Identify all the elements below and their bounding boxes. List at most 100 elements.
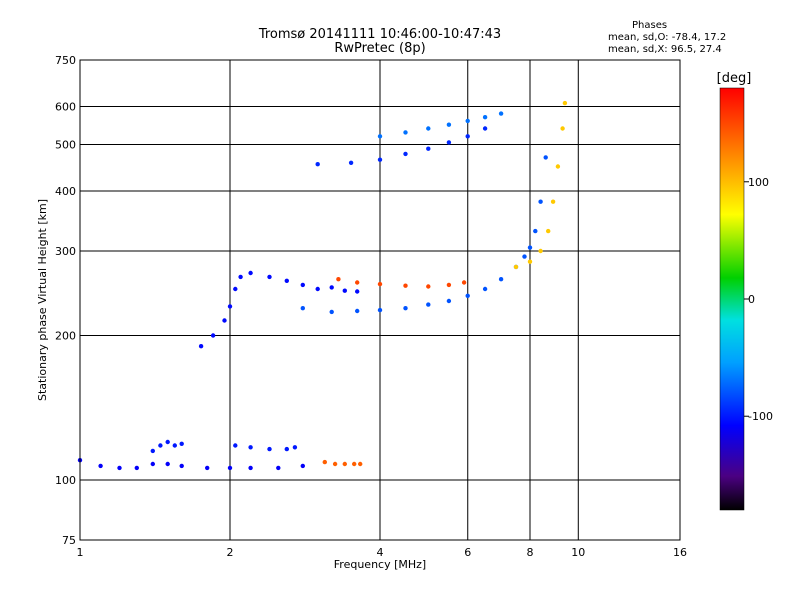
y-axis: 75 100 200 300 400 500 600 750 [55, 54, 76, 547]
x-tick-label: 8 [527, 546, 534, 559]
echo-point [446, 282, 452, 288]
echo-point [300, 306, 305, 311]
echo-point [550, 199, 556, 204]
echo-point [513, 264, 519, 270]
phases-x-stats: mean, sd,X: 96.5, 27.4 [608, 44, 722, 55]
x-tick-label: 4 [377, 546, 384, 559]
x-tick-label: 1 [77, 546, 84, 559]
echo-point [315, 286, 320, 292]
echo-point [336, 277, 341, 282]
y-tick-label: 75 [62, 534, 76, 547]
x-axis-label: Frequency [MHz] [334, 558, 426, 571]
echo-point [179, 463, 184, 469]
colorbar-tick-label: 0 [748, 293, 755, 306]
echo-point [158, 443, 163, 448]
echo-point [342, 288, 347, 293]
echo-point [543, 155, 548, 160]
echo-point [403, 151, 408, 157]
echo-point [233, 286, 238, 292]
colorbar-tick-label: 100 [748, 176, 769, 189]
echo-point [342, 461, 347, 467]
echo-point [465, 293, 470, 298]
echo-point [377, 307, 383, 313]
echo-point [446, 122, 452, 127]
echo-point [322, 459, 327, 465]
colorbar [719, 87, 745, 511]
x-tick-label: 2 [227, 546, 234, 559]
echo-point [377, 157, 383, 162]
y-tick-label: 750 [55, 54, 76, 67]
x-tick-label: 10 [571, 546, 585, 559]
chart-subtitle: RwPretec (8p) [334, 41, 426, 56]
echo-point [329, 309, 334, 315]
echo-point [377, 134, 383, 139]
y-tick-label: 400 [55, 185, 76, 198]
echo-point [555, 164, 561, 169]
echo-point [403, 130, 408, 135]
y-tick-label: 300 [55, 245, 76, 258]
echo-point [267, 274, 272, 280]
echo-point [482, 286, 488, 292]
echo-points [77, 100, 568, 471]
echo-point [527, 259, 533, 264]
echo-point [233, 443, 238, 448]
colorbar-tick-label: -100 [748, 410, 773, 423]
echo-point [134, 465, 139, 471]
echo-point [150, 448, 155, 454]
echo-point [560, 126, 565, 131]
echo-point [165, 439, 170, 445]
echo-point [352, 461, 357, 467]
echo-point [179, 441, 184, 446]
echo-point [498, 111, 504, 116]
echo-point [482, 126, 488, 131]
echo-point [527, 245, 533, 250]
echo-point [248, 465, 253, 471]
echo-point [210, 333, 216, 338]
echo-point [98, 463, 103, 469]
echo-point [498, 277, 504, 282]
echo-point [238, 274, 243, 280]
echo-point [284, 446, 289, 452]
echo-point [172, 443, 177, 448]
echo-point [198, 344, 204, 349]
y-tick-label: 100 [55, 474, 76, 487]
x-tick-label: 16 [673, 546, 687, 559]
y-tick-label: 500 [55, 139, 76, 152]
echo-point [538, 248, 543, 254]
echo-point [329, 285, 334, 290]
echo-point [426, 146, 431, 151]
echo-point [332, 461, 338, 467]
echo-point [426, 126, 431, 131]
chart-title: Tromsø 20141111 10:46:00-10:47:43 [258, 27, 502, 42]
echo-point [465, 118, 470, 124]
x-tick-label: 6 [464, 546, 471, 559]
echo-point [426, 302, 431, 307]
echo-point [358, 461, 363, 467]
x-axis: 1 2 4 6 8 10 16 [77, 546, 688, 559]
colorbar-label: [deg] [717, 71, 752, 86]
echo-point [538, 199, 543, 204]
echo-point [315, 162, 320, 167]
echo-point [403, 283, 408, 288]
phases-o-stats: mean, sd,O: -78.4, 17.2 [608, 32, 727, 43]
phases-heading: Phases [632, 20, 668, 31]
plot-frame [79, 59, 681, 541]
echo-point [284, 278, 289, 283]
echo-point [300, 463, 305, 469]
echo-point [465, 134, 470, 139]
echo-point [355, 289, 360, 294]
echo-point [348, 160, 354, 165]
echo-point [461, 280, 467, 285]
colorbar-ticks: 100 0 -100 [744, 176, 773, 423]
echo-point [522, 254, 527, 259]
echo-point [377, 281, 383, 287]
echo-point [165, 461, 170, 467]
echo-point [546, 228, 551, 234]
echo-point [300, 282, 305, 288]
echo-point [403, 306, 408, 311]
echo-point [355, 280, 360, 285]
echo-point [446, 298, 452, 304]
y-axis-label: Stationary phase Virtual Height [km] [36, 199, 49, 401]
echo-point [222, 318, 227, 323]
